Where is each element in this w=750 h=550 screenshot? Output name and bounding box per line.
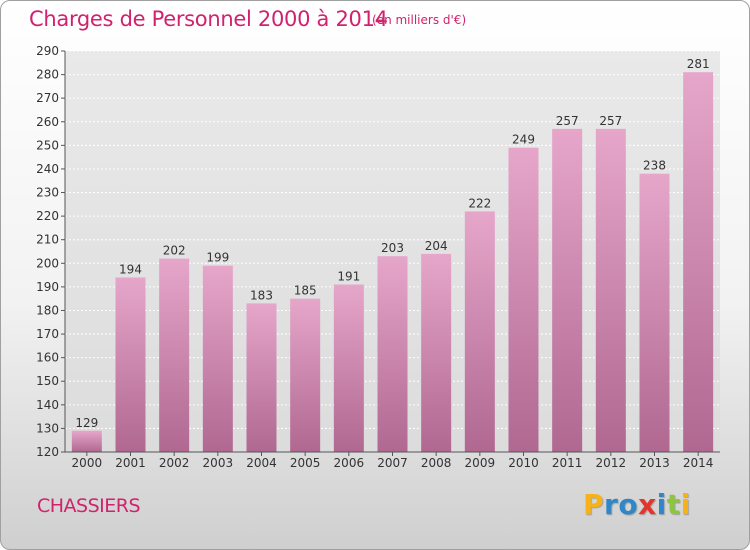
bar-2008: [421, 253, 452, 452]
bar-2009: [464, 211, 495, 452]
town-name: CHASSIERS: [37, 495, 141, 517]
bar-value-label: 238: [643, 159, 666, 173]
x-tick-label: 2014: [683, 456, 714, 470]
x-tick-label: 2007: [377, 456, 408, 470]
bar-value-label: 185: [294, 284, 317, 298]
proxiti-logo: Proxiti: [583, 488, 691, 521]
bar-2004: [246, 303, 277, 452]
y-tick-label: 120: [36, 445, 59, 459]
x-tick-label: 2012: [596, 456, 627, 470]
bar-value-label: 183: [250, 288, 273, 302]
bar-2003: [202, 265, 233, 452]
x-tick-label: 2006: [334, 456, 365, 470]
y-tick-label: 220: [36, 209, 59, 223]
bar-2000: [71, 430, 102, 452]
bar-value-label: 129: [75, 416, 98, 430]
bar-2001: [115, 277, 146, 452]
y-tick-label: 210: [36, 233, 59, 247]
bar-value-label: 203: [381, 241, 404, 255]
y-tick-label: 270: [36, 91, 59, 105]
y-tick-label: 240: [36, 162, 59, 176]
bar-2012: [595, 128, 626, 452]
bar-2002: [159, 258, 190, 452]
chart-subtitle: (en milliers d'€): [372, 13, 467, 27]
bar-2005: [290, 298, 321, 452]
y-tick-label: 140: [36, 398, 59, 412]
y-tick-label: 180: [36, 303, 59, 317]
logo-letter: i: [656, 488, 667, 521]
bar-2014: [683, 72, 714, 453]
y-tick-label: 170: [36, 327, 59, 341]
x-tick-label: 2004: [246, 456, 277, 470]
x-tick-label: 2011: [552, 456, 583, 470]
y-tick-label: 190: [36, 280, 59, 294]
y-tick-label: 280: [36, 68, 59, 82]
bar-2011: [552, 128, 583, 452]
logo-letter: i: [680, 488, 691, 521]
bar-value-label: 257: [556, 114, 579, 128]
logo-letter: x: [638, 488, 657, 521]
x-tick-label: 2003: [203, 456, 234, 470]
bar-value-label: 249: [512, 133, 535, 147]
bar-value-label: 202: [163, 244, 186, 258]
bar-2006: [333, 284, 364, 452]
y-tick-label: 200: [36, 256, 59, 270]
x-tick-label: 2002: [159, 456, 190, 470]
x-tick-label: 2013: [639, 456, 670, 470]
y-tick-label: 290: [36, 44, 59, 58]
bar-value-label: 191: [337, 270, 360, 284]
logo-letter: t: [666, 488, 681, 521]
y-tick-label: 260: [36, 115, 59, 129]
bar-value-label: 194: [119, 262, 142, 276]
y-tick-label: 160: [36, 351, 59, 365]
y-tick-label: 250: [36, 138, 59, 152]
x-tick-label: 2000: [72, 456, 103, 470]
bar-value-label: 222: [468, 196, 491, 210]
logo-letter: P: [583, 488, 605, 521]
bar-value-label: 199: [206, 251, 229, 265]
chart-title: Charges de Personnel 2000 à 2014: [29, 7, 388, 31]
y-tick-label: 230: [36, 186, 59, 200]
x-tick-label: 2001: [115, 456, 146, 470]
bar-value-label: 281: [687, 57, 710, 71]
bar-value-label: 204: [425, 239, 448, 253]
x-tick-label: 2008: [421, 456, 452, 470]
bar-value-label: 257: [599, 114, 622, 128]
logo-letter: r: [604, 488, 619, 521]
x-tick-label: 2010: [508, 456, 539, 470]
y-tick-label: 130: [36, 421, 59, 435]
y-tick-label: 150: [36, 374, 59, 388]
x-tick-label: 2005: [290, 456, 321, 470]
logo-letter: o: [618, 488, 639, 521]
bar-2013: [639, 173, 670, 453]
bar-2007: [377, 256, 408, 452]
x-tick-label: 2009: [465, 456, 496, 470]
bar-2010: [508, 147, 539, 452]
